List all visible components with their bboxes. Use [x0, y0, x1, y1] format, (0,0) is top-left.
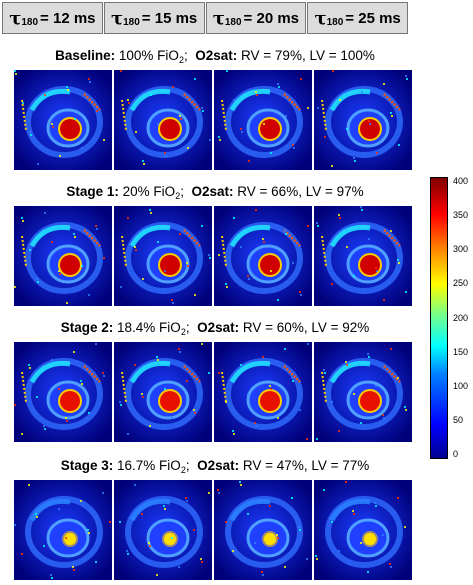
mri-image-tile: [214, 206, 312, 306]
tau-header-row: τ 180 = 12 ms τ 180 = 15 ms τ 180 = 20 ms τ 180…: [2, 2, 408, 34]
stage-label-stage2: Stage 2: 18.4% FiO2; O2sat: RV = 60%, LV…: [0, 320, 430, 337]
tau-subscript: 180: [224, 16, 242, 28]
colorbar-tick-label: 50: [453, 414, 464, 425]
fio2-text: 18.4% FiO: [117, 320, 181, 335]
mri-image-tile: [14, 342, 112, 442]
separator: ;: [185, 458, 190, 473]
tau-header-cell-1: τ 180 = 15 ms: [103, 2, 205, 34]
mri-image-tile: [14, 480, 112, 580]
tau-symbol: τ: [110, 7, 124, 29]
fio2-subscript: 2: [178, 55, 184, 65]
colorbar-tick-label: 100: [453, 380, 469, 391]
mri-image-tile: [214, 342, 312, 442]
mri-image-tile: [14, 206, 112, 306]
o2sat-label: O2sat:: [197, 458, 240, 473]
mri-image-tile: [314, 480, 412, 580]
fio2-text: 16.7% FiO: [117, 458, 181, 473]
mri-image-tile: [114, 342, 212, 442]
tau-header-cell-0: τ 180 = 12 ms: [2, 2, 103, 34]
fio2-subscript: 2: [180, 327, 186, 337]
tau-value: = 15 ms: [141, 9, 198, 27]
o2sat-label: O2sat:: [191, 184, 234, 199]
mri-image-tile: [314, 342, 412, 442]
o2sat-values: RV = 66%, LV = 97%: [237, 184, 364, 199]
tau-subscript: 180: [326, 16, 344, 28]
stage-name: Baseline:: [55, 48, 116, 63]
separator: ;: [183, 48, 188, 63]
colorbar-tick-label: 350: [453, 210, 469, 221]
colorbar-tick-label: 150: [453, 346, 469, 357]
mri-image-tile: [214, 70, 312, 170]
tau-symbol: τ: [314, 7, 327, 29]
stage-label-stage1: Stage 1: 20% FiO2; O2sat: RV = 66%, LV =…: [0, 184, 430, 201]
tau-symbol: τ: [212, 7, 225, 29]
colorbar-tick-label: 0: [453, 449, 459, 459]
mri-image-tile: [314, 206, 412, 306]
tau-header-cell-2: τ 180 = 20 ms: [205, 2, 307, 34]
image-row-baseline: [14, 70, 414, 170]
stage-label-baseline: Baseline: 100% FiO2; O2sat: RV = 79%, LV…: [0, 48, 430, 65]
mri-image-tile: [114, 70, 212, 170]
tau-symbol: τ: [9, 7, 22, 29]
stage-name: Stage 2:: [60, 320, 114, 335]
stage-label-stage3: Stage 3: 16.7% FiO2; O2sat: RV = 47%, LV…: [0, 458, 430, 475]
mri-image-tile: [314, 70, 412, 170]
stage-name: Stage 1:: [66, 184, 119, 199]
image-row-stage1: [14, 206, 414, 306]
o2sat-values: RV = 79%, LV = 100%: [241, 48, 375, 63]
o2sat-label: O2sat:: [195, 48, 238, 63]
colorbar-tick-label: 400: [453, 176, 469, 186]
separator: ;: [180, 184, 184, 199]
colorbar: [430, 177, 448, 459]
fio2-subscript: 2: [175, 191, 181, 201]
mri-image-tile: [114, 206, 212, 306]
o2sat-values: RV = 47%, LV = 77%: [242, 458, 370, 473]
fio2-text: 100% FiO: [118, 48, 179, 63]
tau-header-cell-3: τ 180 = 25 ms: [307, 2, 408, 34]
o2sat-values: RV = 60%, LV = 92%: [242, 320, 370, 335]
stage-name: Stage 3:: [60, 458, 114, 473]
colorbar-tick-label: 250: [453, 278, 469, 289]
tau-subscript: 180: [123, 16, 140, 28]
image-row-stage3: [14, 480, 414, 580]
tau-value: = 12 ms: [40, 9, 96, 27]
colorbar-tick-label: 200: [453, 312, 469, 323]
tau-value: = 25 ms: [345, 9, 401, 27]
mri-image-tile: [114, 480, 212, 580]
mri-image-tile: [14, 70, 112, 170]
separator: ;: [185, 320, 190, 335]
colorbar-tick-label: 300: [453, 244, 469, 255]
o2sat-label: O2sat:: [197, 320, 240, 335]
image-row-stage2: [14, 342, 414, 442]
mri-image-tile: [214, 480, 312, 580]
fio2-subscript: 2: [180, 465, 186, 475]
fio2-text: 20% FiO: [122, 184, 176, 199]
tau-subscript: 180: [21, 16, 39, 28]
tau-value: = 20 ms: [243, 9, 300, 27]
